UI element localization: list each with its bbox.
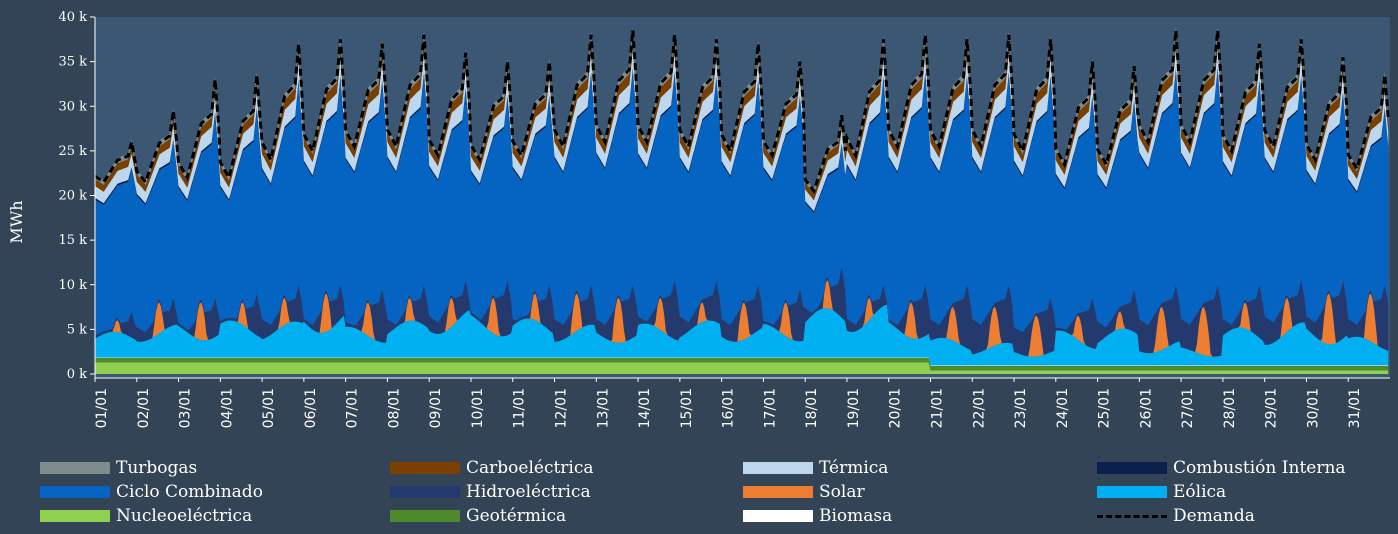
x-tick-label: 15/01 [679, 388, 695, 428]
x-tick-label: 18/01 [804, 388, 820, 428]
x-tick-label: 31/01 [1347, 388, 1363, 428]
demand-line [94, 30, 1390, 195]
legend-item-ciclo-combinado: Ciclo Combinado [40, 482, 263, 502]
legend-label: Nucleoeléctrica [116, 506, 253, 526]
y-tick-label: 30 k [58, 99, 87, 114]
x-tick-label: 17/01 [762, 388, 778, 428]
legend-swatch [1097, 462, 1167, 474]
legend-label: Hidroeléctrica [466, 482, 591, 502]
x-tick-label: 19/01 [846, 388, 862, 428]
legend-label: Biomasa [819, 506, 893, 526]
legend-swatch [1097, 514, 1167, 518]
legend-item-biomasa: Biomasa [743, 506, 892, 526]
x-tick-label: 12/01 [554, 388, 570, 428]
legend-swatch [390, 486, 460, 498]
legend-label: Combustión Interna [1173, 458, 1346, 478]
area-ciclo combinado [95, 70, 1389, 336]
axes: 0 k 5 k 10 k 15 k 20 k 25 k 30 k 35 k 40 k 01/01 0… [58, 10, 1390, 428]
y-tick-label: 15 k [58, 233, 87, 248]
x-tick-label: 05/01 [261, 388, 277, 428]
x-tick-label: 13/01 [595, 388, 611, 428]
area-térmica [95, 47, 1389, 212]
legend-swatch [40, 486, 110, 498]
y-tick-label: 10 k [58, 278, 87, 293]
legend-item-geotérmica: Geotérmica [390, 506, 566, 526]
legend-label: Demanda [1173, 506, 1255, 526]
x-tick-label: 24/01 [1055, 388, 1071, 428]
legend-swatch [743, 510, 813, 522]
x-tick-label: 26/01 [1138, 388, 1154, 428]
x-tick-label: 16/01 [721, 388, 737, 428]
x-tick-label: 08/01 [386, 388, 402, 428]
legend-label: Ciclo Combinado [116, 482, 263, 502]
x-tick-label: 30/01 [1305, 388, 1321, 428]
y-tick-label: 35 k [58, 55, 87, 70]
y-tick-label: 5 k [67, 322, 87, 337]
stacked-areas [95, 27, 1389, 374]
demand-line-group [94, 30, 1390, 195]
x-tick-label: 03/01 [178, 388, 194, 428]
area-geotérmica [95, 357, 1389, 371]
y-tick-label: 40 k [58, 10, 87, 25]
x-tick-label: 01/01 [94, 388, 110, 428]
legend-item-demanda: Demanda [1097, 506, 1255, 526]
x-tick-label: 14/01 [637, 388, 653, 428]
legend-item-eólica: Eólica [1097, 482, 1226, 502]
legend-item-turbogas: Turbogas [40, 458, 197, 478]
legend-swatch [40, 510, 110, 522]
legend-swatch [743, 462, 813, 474]
y-tick-label: 20 k [58, 189, 87, 204]
legend-item-solar: Solar [743, 482, 865, 502]
legend-label: Carboeléctrica [466, 458, 594, 478]
legend-item-combustión-interna: Combustión Interna [1097, 458, 1346, 478]
legend-item-nucleoeléctrica: Nucleoeléctrica [40, 506, 252, 526]
area-hidroeléctrica [95, 266, 1389, 357]
x-tick-label: 11/01 [512, 388, 528, 428]
x-tick-label: 07/01 [345, 388, 361, 428]
x-tick-label: 09/01 [428, 388, 444, 428]
x-tick-label: 06/01 [303, 388, 319, 428]
legend-swatch [40, 462, 110, 474]
legend-item-hidroeléctrica: Hidroeléctrica [390, 482, 591, 502]
legend-label: Turbogas [116, 458, 198, 478]
y-tick-label: 0 k [67, 367, 87, 382]
x-tick-label: 22/01 [971, 388, 987, 428]
area-solar [95, 280, 1389, 357]
x-tick-label: 04/01 [219, 388, 235, 428]
area-nucleoeléctrica [95, 362, 1389, 374]
x-tick-label: 02/01 [136, 388, 152, 428]
x-tick-label: 10/01 [470, 388, 486, 428]
legend-item-térmica: Térmica [743, 458, 888, 478]
area-eólica [95, 304, 1389, 366]
x-tick-label: 27/01 [1180, 388, 1196, 428]
legend-swatch [390, 462, 460, 474]
x-tick-label: 23/01 [1013, 388, 1029, 428]
legend-label: Geotérmica [466, 506, 567, 526]
x-tick-label: 29/01 [1264, 388, 1280, 428]
legend-label: Térmica [819, 458, 889, 478]
legend-swatch [390, 510, 460, 522]
legend-item-carboeléctrica: Carboeléctrica [390, 458, 594, 478]
x-tick-label: 28/01 [1222, 388, 1238, 428]
legend-swatch [743, 486, 813, 498]
legend-label: Solar [819, 482, 865, 502]
legend-label: Eólica [1173, 482, 1227, 502]
y-axis-label: MWh [7, 200, 26, 243]
x-tick-label: 25/01 [1097, 388, 1113, 428]
x-tick-label: 21/01 [929, 388, 945, 428]
x-tick-label: 20/01 [888, 388, 904, 428]
legend-swatch [1097, 486, 1167, 498]
y-tick-label: 25 k [58, 144, 87, 159]
